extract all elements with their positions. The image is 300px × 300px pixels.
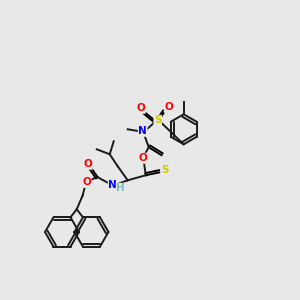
Text: H: H <box>116 183 125 193</box>
Text: N: N <box>138 126 147 136</box>
Text: S: S <box>154 115 161 125</box>
Text: O: O <box>164 102 173 112</box>
Text: O: O <box>83 159 92 169</box>
Text: N: N <box>108 180 117 190</box>
Text: S: S <box>161 165 169 175</box>
Text: O: O <box>136 103 145 113</box>
Text: O: O <box>138 153 147 163</box>
Text: O: O <box>82 177 91 187</box>
